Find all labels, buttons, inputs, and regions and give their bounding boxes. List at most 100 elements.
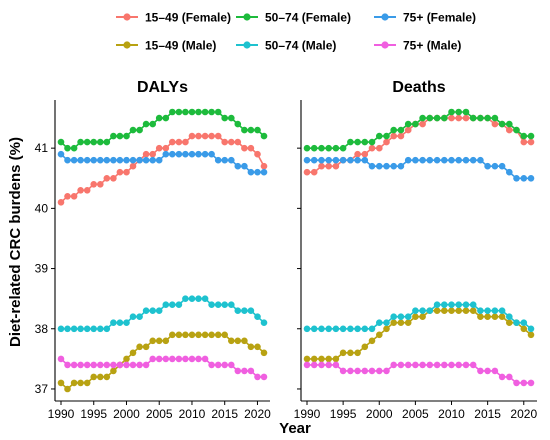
data-point bbox=[97, 181, 104, 188]
data-point bbox=[241, 126, 248, 134]
data-point bbox=[520, 319, 528, 327]
data-point bbox=[234, 337, 242, 345]
data-point bbox=[162, 301, 170, 309]
data-point bbox=[433, 307, 441, 315]
data-point bbox=[234, 307, 242, 315]
legend-key-marker bbox=[381, 13, 389, 21]
data-point bbox=[310, 361, 318, 369]
data-point bbox=[123, 168, 130, 176]
data-point bbox=[169, 301, 176, 309]
data-point bbox=[390, 126, 398, 134]
data-point bbox=[169, 355, 176, 363]
data-point bbox=[332, 156, 340, 164]
data-point bbox=[498, 307, 506, 315]
data-point bbox=[484, 313, 491, 321]
data-point bbox=[169, 150, 176, 158]
data-point bbox=[70, 156, 78, 164]
data-point bbox=[247, 126, 255, 134]
data-point bbox=[221, 361, 228, 369]
data-point bbox=[155, 156, 163, 164]
data-point bbox=[368, 144, 376, 152]
data-point bbox=[368, 162, 376, 170]
legend-label: 50–74 (Female) bbox=[265, 11, 351, 25]
data-point bbox=[162, 144, 170, 152]
data-point bbox=[83, 379, 91, 387]
data-point bbox=[70, 325, 78, 333]
data-point bbox=[90, 325, 97, 333]
data-point bbox=[310, 156, 318, 164]
data-point bbox=[527, 175, 535, 182]
data-point bbox=[404, 120, 412, 128]
data-point bbox=[361, 138, 369, 146]
data-point bbox=[149, 120, 156, 128]
data-point bbox=[90, 181, 97, 188]
data-point bbox=[520, 325, 528, 333]
data-point bbox=[361, 325, 369, 333]
data-point bbox=[520, 175, 528, 182]
data-point bbox=[90, 361, 97, 369]
data-point bbox=[376, 132, 383, 140]
data-point bbox=[412, 361, 419, 369]
data-point bbox=[182, 331, 189, 339]
data-point bbox=[498, 120, 506, 128]
data-point bbox=[455, 156, 463, 164]
data-point bbox=[162, 355, 170, 363]
data-point bbox=[469, 361, 477, 369]
data-point bbox=[90, 373, 97, 381]
data-point bbox=[318, 325, 325, 333]
data-point bbox=[188, 132, 196, 140]
data-point bbox=[57, 138, 65, 146]
x-tick-label: 2010 bbox=[179, 407, 206, 421]
legend: 15–49 (Female) 50–74 (Female) 75+ (Female)… bbox=[116, 11, 476, 53]
data-point bbox=[201, 108, 209, 116]
data-point bbox=[462, 108, 470, 116]
data-point bbox=[303, 144, 311, 152]
data-point bbox=[149, 355, 156, 363]
data-point bbox=[110, 361, 117, 369]
data-point bbox=[303, 325, 311, 333]
data-point bbox=[376, 162, 383, 170]
data-point bbox=[260, 162, 268, 170]
data-point bbox=[318, 361, 325, 369]
data-point bbox=[123, 355, 130, 363]
data-point bbox=[116, 156, 124, 164]
data-point bbox=[136, 126, 143, 134]
x-tick-label: 1990 bbox=[294, 407, 321, 421]
data-point bbox=[303, 361, 311, 369]
data-point bbox=[214, 156, 222, 164]
data-point bbox=[149, 150, 156, 158]
data-point bbox=[513, 379, 520, 387]
data-point bbox=[412, 120, 419, 128]
data-point bbox=[383, 367, 390, 375]
data-point bbox=[77, 325, 84, 333]
data-point bbox=[188, 108, 196, 116]
data-point bbox=[520, 132, 528, 140]
data-point bbox=[433, 156, 441, 164]
x-tick-label: 2020 bbox=[510, 407, 537, 421]
data-point bbox=[221, 301, 228, 309]
data-point bbox=[390, 361, 398, 369]
data-point bbox=[404, 361, 412, 369]
data-point bbox=[123, 361, 130, 369]
data-point bbox=[90, 138, 97, 146]
data-point bbox=[448, 114, 455, 122]
data-point bbox=[303, 168, 311, 176]
data-point bbox=[64, 193, 71, 200]
data-point bbox=[221, 331, 228, 339]
data-point bbox=[254, 313, 261, 321]
data-point bbox=[123, 156, 130, 164]
data-point bbox=[491, 307, 499, 315]
data-point bbox=[339, 325, 347, 333]
x-tick-label: 2020 bbox=[244, 407, 271, 421]
data-point bbox=[129, 349, 137, 357]
data-point bbox=[103, 175, 111, 182]
legend-label: 50–74 (Male) bbox=[265, 39, 336, 53]
data-point bbox=[228, 301, 235, 309]
data-point bbox=[426, 307, 434, 315]
data-point bbox=[97, 361, 104, 369]
data-point bbox=[361, 367, 369, 375]
data-point bbox=[228, 361, 235, 369]
data-point bbox=[162, 114, 170, 122]
data-point bbox=[155, 307, 163, 315]
data-point bbox=[195, 108, 202, 116]
